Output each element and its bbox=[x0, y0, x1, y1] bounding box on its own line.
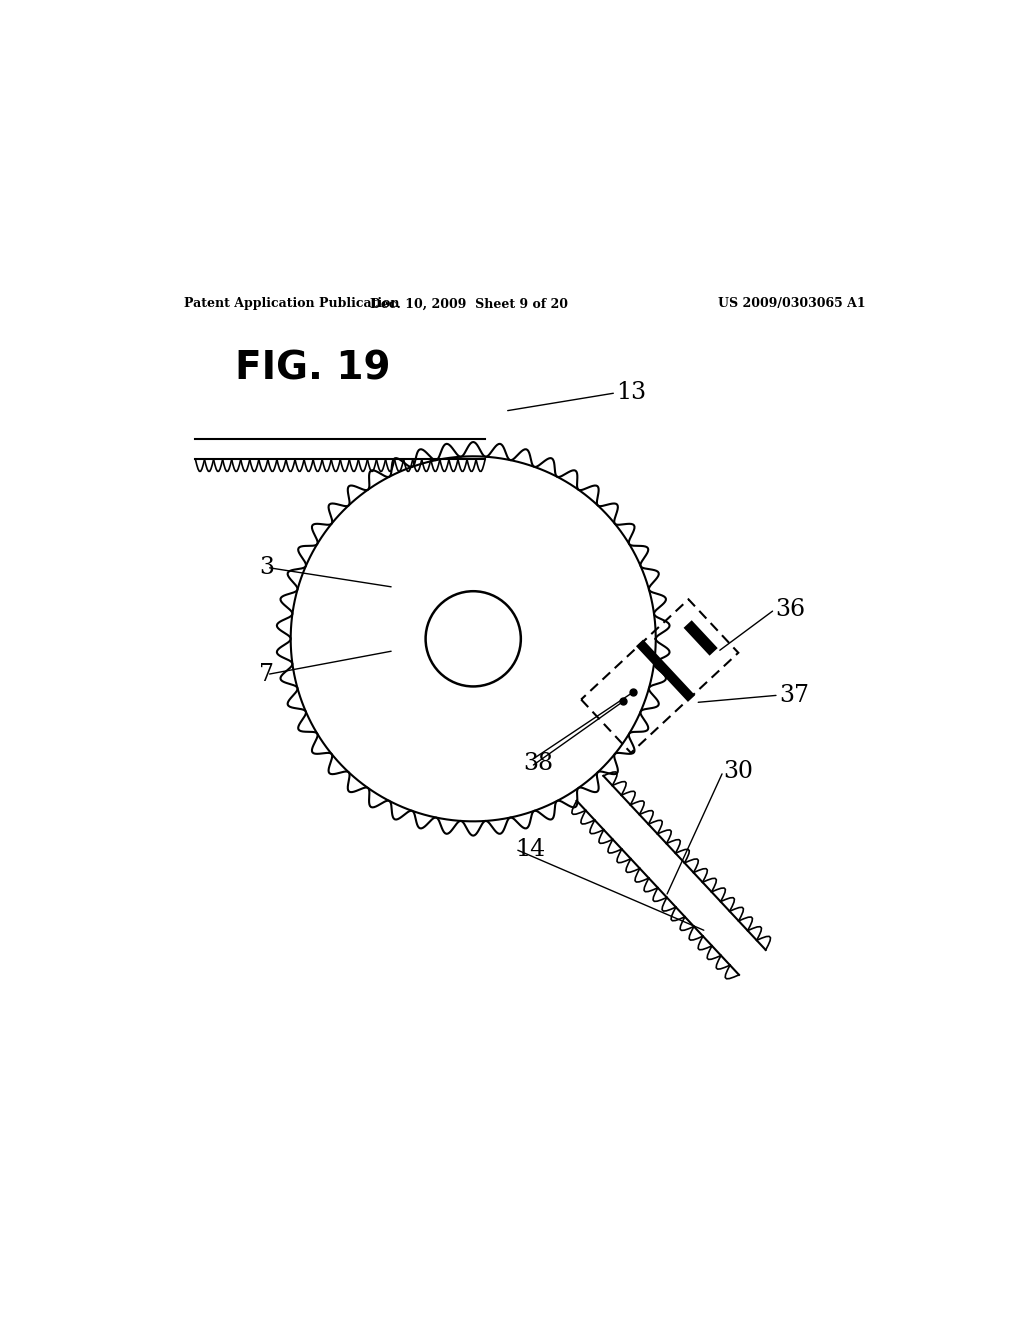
Text: Patent Application Publication: Patent Application Publication bbox=[183, 297, 399, 310]
Text: Dec. 10, 2009  Sheet 9 of 20: Dec. 10, 2009 Sheet 9 of 20 bbox=[371, 297, 568, 310]
Text: 14: 14 bbox=[515, 838, 546, 861]
Text: US 2009/0303065 A1: US 2009/0303065 A1 bbox=[719, 297, 866, 310]
Text: 3: 3 bbox=[259, 556, 274, 579]
Text: 38: 38 bbox=[523, 752, 553, 775]
Text: 30: 30 bbox=[723, 760, 754, 783]
Text: 7: 7 bbox=[259, 663, 274, 686]
Text: 37: 37 bbox=[778, 684, 809, 706]
Text: FIG. 19: FIG. 19 bbox=[236, 350, 390, 388]
Text: 13: 13 bbox=[616, 381, 646, 404]
Text: 36: 36 bbox=[775, 598, 805, 620]
